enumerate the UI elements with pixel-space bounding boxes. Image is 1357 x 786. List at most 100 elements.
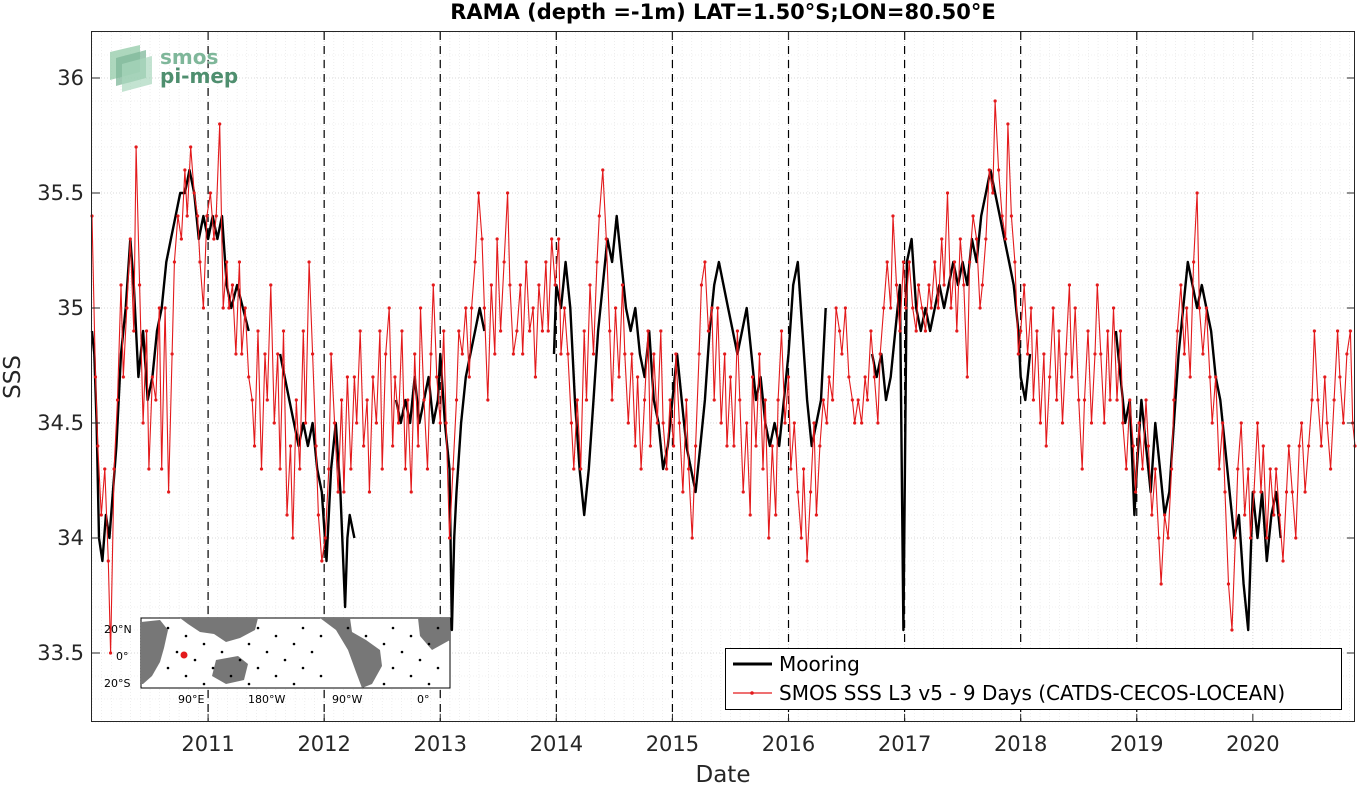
data-point-smos bbox=[185, 214, 189, 218]
land-asia bbox=[180, 618, 258, 642]
data-point-smos bbox=[469, 306, 474, 310]
data-point-smos bbox=[1089, 421, 1094, 425]
buoy-location-dot bbox=[301, 626, 305, 630]
data-point-smos bbox=[610, 398, 614, 402]
data-point-smos bbox=[208, 191, 213, 195]
data-point-smos bbox=[690, 536, 694, 540]
data-point-smos bbox=[1134, 490, 1138, 494]
data-point-smos bbox=[329, 352, 333, 356]
data-point-smos bbox=[435, 375, 439, 379]
data-point-smos bbox=[400, 329, 404, 333]
data-point-smos bbox=[431, 283, 435, 287]
mooring-location-marker bbox=[180, 651, 188, 659]
data-point-smos bbox=[1323, 375, 1327, 379]
data-point-smos bbox=[735, 329, 740, 333]
data-point-smos bbox=[281, 329, 286, 333]
data-point-smos bbox=[1128, 398, 1132, 402]
data-point-smos bbox=[786, 375, 791, 379]
data-point-smos bbox=[853, 421, 857, 425]
land-africa bbox=[141, 620, 168, 684]
data-point-smos bbox=[763, 398, 767, 402]
data-point-smos bbox=[1345, 352, 1349, 356]
data-point-smos bbox=[801, 467, 806, 471]
buoy-location-dot bbox=[193, 658, 197, 662]
data-point-smos bbox=[1217, 467, 1221, 471]
data-point-smos bbox=[1221, 421, 1225, 425]
data-point-smos bbox=[553, 283, 557, 287]
data-point-smos bbox=[949, 306, 953, 310]
data-point-smos bbox=[1006, 122, 1010, 126]
data-point-smos bbox=[345, 375, 349, 379]
data-point-smos bbox=[1070, 375, 1074, 379]
data-point-smos bbox=[1185, 306, 1189, 310]
data-point-smos bbox=[1195, 191, 1199, 195]
data-point-smos bbox=[1073, 306, 1077, 310]
data-point-smos bbox=[464, 306, 468, 310]
data-point-smos bbox=[1082, 398, 1087, 402]
data-point-smos bbox=[303, 421, 308, 425]
data-point-smos bbox=[119, 283, 123, 287]
buoy-location-dot bbox=[283, 658, 287, 662]
data-point-smos bbox=[358, 329, 362, 333]
data-point-smos bbox=[1316, 398, 1320, 402]
data-point-smos bbox=[710, 306, 714, 310]
data-point-smos bbox=[467, 375, 471, 379]
buoy-location-dot bbox=[427, 682, 431, 686]
data-point-smos bbox=[639, 467, 643, 471]
data-point-smos bbox=[320, 559, 324, 563]
data-point-smos bbox=[154, 398, 158, 402]
data-point-smos bbox=[1223, 490, 1227, 494]
data-point-smos bbox=[1035, 329, 1039, 333]
map-lon-180w: 180°W bbox=[248, 693, 285, 706]
data-point-smos bbox=[584, 398, 589, 402]
data-point-smos bbox=[486, 398, 490, 402]
data-point-smos bbox=[1029, 306, 1033, 310]
data-point-smos bbox=[630, 352, 634, 356]
data-point-smos bbox=[1019, 329, 1023, 333]
data-point-smos bbox=[214, 214, 218, 218]
data-point-smos bbox=[831, 398, 835, 402]
data-point-smos bbox=[665, 467, 669, 471]
data-point-smos bbox=[1022, 283, 1026, 287]
data-point-smos bbox=[1294, 536, 1298, 540]
buoy-location-dot bbox=[427, 642, 431, 646]
buoy-location-dot bbox=[274, 674, 278, 678]
data-point-smos bbox=[1332, 398, 1336, 402]
data-point-smos bbox=[865, 398, 870, 402]
data-point-smos bbox=[872, 375, 877, 379]
land-americas bbox=[320, 618, 382, 688]
data-point-smos bbox=[349, 467, 353, 471]
data-point-smos bbox=[741, 490, 745, 494]
logo-text-pi-mep: pi-mep bbox=[160, 64, 238, 88]
data-point-smos bbox=[1259, 490, 1263, 494]
data-point-smos bbox=[115, 398, 120, 402]
data-point-smos bbox=[1246, 467, 1250, 471]
data-point-smos bbox=[442, 329, 446, 333]
data-point-smos bbox=[984, 237, 988, 241]
data-point-smos bbox=[323, 536, 327, 540]
data-point-smos bbox=[550, 237, 554, 241]
data-point-smos bbox=[850, 398, 854, 402]
x-tick-label: 2013 bbox=[414, 732, 467, 756]
data-point-smos bbox=[150, 375, 154, 379]
buoy-location-dot bbox=[211, 666, 215, 670]
data-point-smos bbox=[965, 375, 969, 379]
data-point-smos bbox=[371, 375, 375, 379]
data-point-smos bbox=[1108, 398, 1112, 402]
map-lon-90w: 90°W bbox=[332, 693, 362, 706]
buoy-location-dot bbox=[409, 674, 413, 678]
data-point-smos bbox=[1248, 536, 1253, 540]
data-point-smos bbox=[706, 329, 711, 333]
data-point-smos bbox=[796, 490, 800, 494]
data-point-smos bbox=[834, 306, 838, 310]
data-point-smos bbox=[655, 421, 659, 425]
data-point-smos bbox=[172, 260, 177, 264]
series-line-mooring bbox=[394, 306, 486, 632]
buoy-location-dot bbox=[175, 650, 179, 654]
data-point-smos bbox=[205, 214, 209, 218]
data-point-smos bbox=[659, 329, 663, 333]
buoy-location-dot bbox=[364, 634, 368, 638]
data-point-smos bbox=[1031, 398, 1036, 402]
data-point-smos bbox=[499, 329, 503, 333]
data-point-smos bbox=[757, 352, 762, 356]
